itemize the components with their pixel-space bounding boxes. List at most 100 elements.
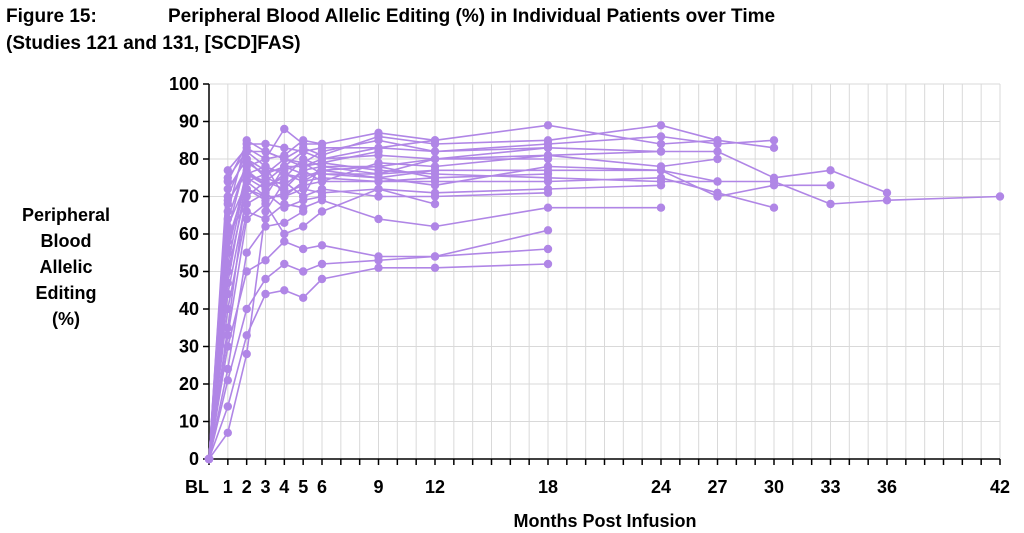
data-point	[223, 166, 232, 175]
data-point	[299, 196, 308, 205]
data-point	[280, 177, 289, 186]
data-point	[656, 139, 666, 149]
data-point	[261, 147, 270, 156]
x-tick-label: 24	[651, 477, 671, 497]
data-point	[769, 173, 779, 182]
data-point	[656, 121, 666, 130]
data-point	[299, 136, 308, 145]
data-point	[826, 181, 835, 190]
data-point	[299, 222, 308, 231]
data-point	[374, 136, 383, 145]
data-point	[280, 203, 289, 212]
data-point	[543, 162, 553, 171]
data-point	[317, 207, 327, 216]
data-point	[543, 143, 553, 152]
data-point	[882, 188, 892, 197]
data-point	[223, 342, 232, 351]
data-point	[242, 199, 251, 209]
data-point	[242, 207, 251, 216]
data-point	[656, 181, 666, 190]
x-tick-label: 1	[223, 477, 233, 497]
data-point	[280, 229, 289, 239]
data-point	[430, 181, 440, 190]
data-point	[543, 259, 553, 269]
data-point	[543, 244, 553, 254]
data-point	[317, 241, 327, 250]
y-tick-label: 70	[179, 187, 199, 207]
data-point	[280, 143, 289, 152]
data-point	[543, 188, 553, 197]
data-point	[280, 286, 289, 295]
data-point	[242, 214, 251, 224]
series-line	[208, 139, 549, 460]
data-point	[242, 349, 251, 359]
data-point	[242, 143, 251, 152]
data-point	[430, 199, 440, 209]
data-point	[280, 259, 289, 269]
data-point	[543, 203, 553, 212]
x-tick-label: 12	[425, 477, 445, 497]
x-tick-label: 3	[260, 477, 270, 497]
data-point	[374, 173, 383, 182]
data-point	[223, 196, 232, 205]
x-tick-label: 30	[764, 477, 784, 497]
data-point	[280, 184, 289, 194]
grid-lines	[209, 83, 1001, 459]
data-point	[769, 143, 779, 152]
data-point	[430, 192, 440, 201]
data-point	[995, 192, 1005, 201]
data-point	[430, 173, 440, 182]
data-point	[223, 402, 232, 411]
data-point	[223, 364, 232, 374]
data-point	[280, 218, 289, 227]
y-axis-label: Peripheral Blood Allelic Editing (%)	[10, 202, 122, 332]
data-point	[223, 267, 232, 276]
data-point	[261, 154, 270, 164]
data-point	[299, 177, 308, 186]
x-tick-label: 42	[990, 477, 1010, 497]
data-point	[317, 259, 327, 269]
data-point	[261, 274, 270, 284]
data-point	[317, 158, 327, 167]
data-point	[223, 237, 232, 246]
data-point	[374, 147, 383, 156]
series-line	[208, 154, 548, 460]
data-point	[430, 252, 440, 261]
data-point	[430, 147, 440, 156]
data-point	[430, 154, 440, 164]
data-point	[223, 244, 232, 254]
x-tick-label: 9	[373, 477, 383, 497]
figure-label: Figure 15:	[6, 6, 97, 27]
data-point	[656, 203, 666, 212]
data-point	[374, 162, 383, 171]
x-tick-label: 18	[538, 477, 558, 497]
data-point	[261, 199, 270, 209]
data-point	[280, 151, 289, 160]
x-tick-labels: BL 1 2 3 4 5 6 9 12 18 24 27 30 33 36 42	[185, 477, 1010, 497]
y-tick-label: 100	[169, 74, 199, 94]
data-point	[280, 237, 289, 246]
y-axis-label-line: Peripheral	[21, 205, 111, 225]
data-point	[543, 121, 553, 130]
data-point	[543, 177, 553, 186]
data-point	[242, 267, 251, 276]
data-point	[299, 147, 308, 156]
x-tick-label: BL	[185, 477, 209, 497]
data-point	[430, 263, 440, 272]
y-tick-label: 40	[179, 299, 199, 319]
data-point	[826, 199, 835, 209]
data-point	[223, 177, 232, 186]
data-point	[543, 169, 553, 179]
series-line	[208, 248, 549, 460]
data-point	[223, 214, 232, 224]
data-point	[317, 274, 327, 284]
data-point	[656, 147, 666, 156]
data-point	[261, 162, 270, 171]
data-point	[656, 132, 666, 141]
data-point	[769, 181, 779, 190]
y-tick-label: 90	[179, 112, 199, 132]
data-point	[713, 177, 722, 186]
data-point	[242, 177, 251, 186]
data-point	[769, 203, 779, 212]
data-point	[374, 192, 383, 201]
